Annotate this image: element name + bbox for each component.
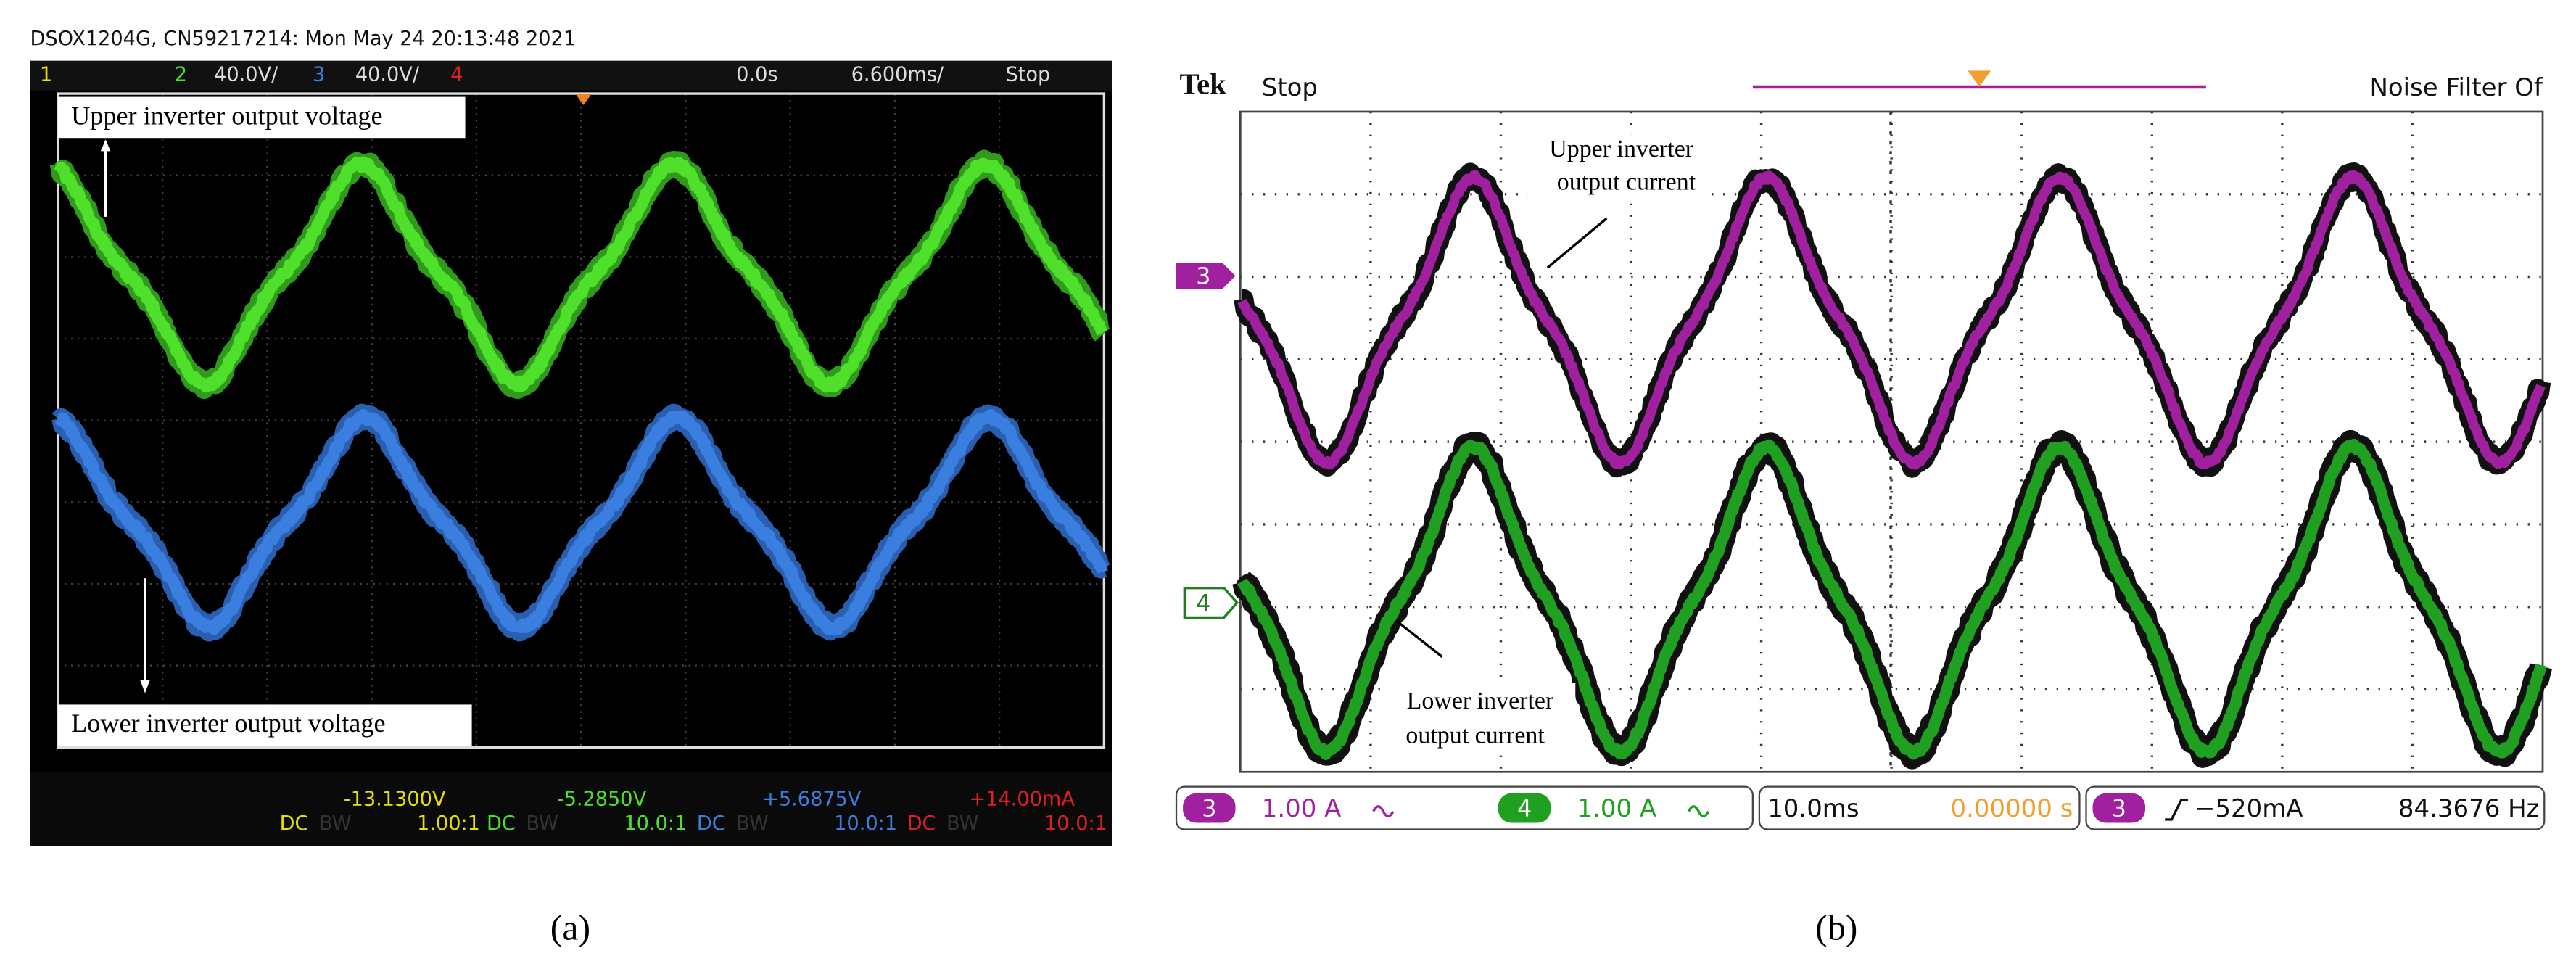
run-state: Stop — [1006, 64, 1051, 86]
trigger-marker — [1968, 70, 1991, 88]
ac-icon — [1687, 805, 1710, 818]
timebase: 10.0ms — [1767, 794, 1859, 823]
coupling: BW — [319, 812, 352, 835]
lower-label: Lower inverter output voltage — [71, 709, 385, 738]
waveform — [1237, 170, 2546, 470]
ch3-marker — [1176, 263, 1236, 289]
coupling: BW — [946, 812, 979, 835]
lower-label: output current — [1405, 722, 1545, 749]
label-box — [1527, 134, 1712, 201]
measure-bar — [30, 772, 1112, 846]
top-bar — [30, 60, 1112, 91]
coupling: 10.0:1 — [1044, 812, 1107, 835]
trigger-box — [2085, 785, 2546, 830]
trigger-channel: 3 — [2112, 796, 2126, 822]
arrow — [1395, 619, 1443, 659]
panel-a: DSOX1204G, CN59217214: Mon May 24 20:13:… — [30, 28, 1112, 947]
trigger-level: −520mA — [2195, 794, 2303, 823]
ac-icon — [1372, 805, 1395, 818]
waveform — [54, 156, 1108, 393]
ch2: 2 — [175, 64, 187, 86]
ch4-marker-label: 4 — [1196, 590, 1210, 617]
coupling: BW — [526, 812, 558, 835]
waveform — [54, 408, 1108, 636]
measurement: +14.00mA — [969, 788, 1075, 810]
ch-badge — [1498, 793, 1551, 823]
ch4: 4 — [1517, 796, 1532, 822]
measurement: -13.1300V — [344, 788, 446, 810]
brand: Tek — [1180, 67, 1227, 100]
caption: (b) — [1815, 907, 1857, 947]
position: 0.00000 s — [1950, 794, 2073, 823]
ch3-marker-label: 3 — [1196, 264, 1210, 290]
ch4-marker — [1183, 586, 1239, 619]
scope-header: DSOX1204G, CN59217214: Mon May 24 20:13:… — [30, 28, 576, 50]
coupling: 10.0:1 — [834, 812, 897, 835]
coupling: DC — [697, 812, 726, 835]
coupling: BW — [736, 812, 769, 835]
ch4: 4 — [450, 64, 463, 86]
frequency: 84.3676 Hz — [2398, 794, 2540, 823]
channel-box — [1175, 785, 1754, 830]
upper-label: Upper inverter — [1549, 136, 1694, 162]
coupling: DC — [280, 812, 309, 835]
grid — [1240, 111, 2543, 772]
time-box — [1758, 785, 2081, 830]
upper-label: output current — [1557, 168, 1696, 195]
ch3-scale: 1.00 A — [1262, 794, 1342, 823]
coupling: DC — [907, 812, 936, 835]
waveforms — [49, 149, 1111, 642]
ch2-scale: 40.0V/ — [214, 64, 278, 86]
ch-badge — [2092, 793, 2146, 823]
timebase: 6.600ms/ — [851, 64, 944, 86]
ch3: 3 — [1202, 796, 1216, 822]
label-box — [57, 704, 472, 746]
coupling: 10.0:1 — [624, 812, 687, 835]
ch1: 1 — [40, 64, 52, 86]
measurement: -5.2850V — [557, 788, 647, 810]
measurement: +5.6875V — [762, 788, 862, 810]
plot-border — [1239, 110, 2544, 773]
trigger-marker — [575, 94, 592, 105]
ch3-scale: 40.0V/ — [355, 64, 420, 86]
panel-b: Tek Stop Noise Filter Of 3 4 Upper inver… — [1173, 62, 2553, 947]
waveforms — [1232, 162, 2553, 770]
run-state: Stop — [1262, 73, 1318, 102]
ch4-scale: 1.00 A — [1577, 794, 1657, 823]
coupling: 1.00:1 — [417, 812, 480, 835]
caption: (a) — [550, 907, 590, 947]
label-box — [1384, 683, 1576, 753]
edge-icon — [2165, 799, 2188, 821]
waveform — [1237, 439, 2547, 760]
arrow — [1546, 217, 1608, 269]
arrow-head — [100, 139, 111, 152]
filter-status: Noise Filter Of — [2369, 73, 2543, 102]
delay: 0.0s — [736, 64, 777, 86]
ch3: 3 — [313, 64, 325, 86]
label-box — [57, 96, 466, 139]
upper-label: Upper inverter output voltage — [71, 101, 382, 130]
coupling: DC — [487, 812, 516, 835]
arrow-head — [140, 680, 150, 693]
lower-label: Lower inverter — [1407, 688, 1554, 714]
ch-badge — [1183, 793, 1236, 823]
